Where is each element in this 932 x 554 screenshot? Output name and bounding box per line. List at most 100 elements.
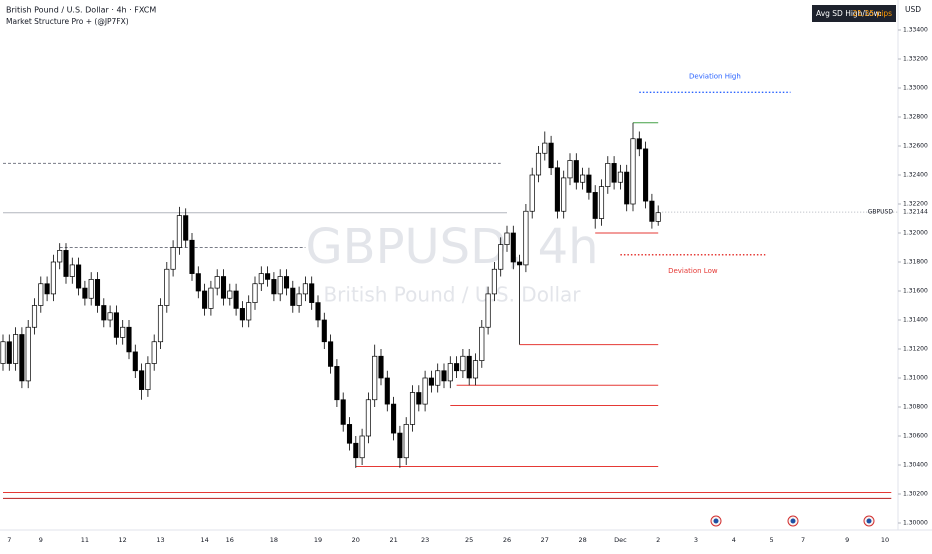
candle-body xyxy=(567,160,573,179)
info-value: 21.35 pips xyxy=(853,9,892,18)
candle-body xyxy=(636,138,642,150)
candle-body xyxy=(643,148,649,202)
x-tick-label: 13 xyxy=(156,536,164,544)
candle-body xyxy=(220,276,227,299)
candle-body xyxy=(378,355,384,379)
indicator-name: Market Structure Pro + (@JP7FX) xyxy=(6,17,129,26)
candle-body xyxy=(258,273,264,285)
y-tick-label: 1.31800 xyxy=(903,259,928,266)
candle-body xyxy=(472,360,479,379)
candle-body xyxy=(447,363,453,382)
x-tick-label: 19 xyxy=(314,536,322,544)
candle-body xyxy=(422,377,428,405)
y-tick-label: 1.33200 xyxy=(903,56,928,63)
candle-body xyxy=(0,341,6,364)
event-icons xyxy=(710,515,875,527)
y-tick-label: 1.32000 xyxy=(903,230,928,237)
candle-body xyxy=(157,305,164,343)
y-tick-label: 1.33400 xyxy=(903,27,928,34)
candle-body xyxy=(359,435,365,459)
candle-body xyxy=(277,276,283,295)
event-icon-dot xyxy=(713,518,719,524)
candle-body xyxy=(145,363,151,390)
candle-body xyxy=(202,290,208,309)
candle-body xyxy=(529,174,535,212)
x-tick-label: 26 xyxy=(503,536,511,544)
candle-body xyxy=(302,283,308,295)
y-tick-label: 1.31000 xyxy=(903,375,928,382)
candle-body xyxy=(460,355,466,372)
y-tick-label: 1.30400 xyxy=(903,462,928,469)
candle-body xyxy=(353,442,359,459)
candle-body xyxy=(535,152,542,176)
candle-body xyxy=(189,239,195,274)
candle-body xyxy=(479,326,485,361)
x-tick-label: 4 xyxy=(732,536,736,544)
candle-body xyxy=(132,351,138,372)
candle-body xyxy=(409,392,416,425)
x-tick-label: 9 xyxy=(845,536,849,544)
candle-body xyxy=(164,268,170,306)
candle-body xyxy=(315,302,321,321)
info-box xyxy=(812,5,896,22)
candle-body xyxy=(598,186,605,219)
candle-body xyxy=(252,283,258,303)
candle-body xyxy=(25,326,31,382)
candle-body xyxy=(126,326,132,353)
candle-body xyxy=(183,215,189,241)
x-tick-label: 20 xyxy=(352,536,360,544)
x-tick-label: 12 xyxy=(119,536,127,544)
candle-body xyxy=(542,142,548,154)
candle-body xyxy=(454,363,460,372)
x-tick-label: 27 xyxy=(541,536,549,544)
y-tick-label: 1.33000 xyxy=(903,85,928,92)
candle-body xyxy=(384,377,390,405)
candle-body xyxy=(649,200,655,222)
candle-body xyxy=(504,232,510,245)
candle-body xyxy=(466,355,472,379)
y-tick-label: 1.30800 xyxy=(903,404,928,411)
candle-body xyxy=(517,261,523,266)
y-tick-label: 1.31400 xyxy=(903,317,928,324)
x-tick-label: 16 xyxy=(226,536,234,544)
candle-body xyxy=(113,312,119,338)
candle-body xyxy=(76,264,82,289)
candle-body xyxy=(365,399,371,437)
candle-body xyxy=(491,268,497,295)
x-tick-label: 25 xyxy=(465,536,473,544)
y-tick-label: 1.32200 xyxy=(903,201,928,208)
candle-body xyxy=(321,319,327,343)
candle-body xyxy=(548,142,554,169)
candle-body xyxy=(38,283,44,306)
levels: Deviation High Deviation Low xyxy=(3,72,892,499)
x-tick-label: 7 xyxy=(801,536,805,544)
candle-body xyxy=(151,341,157,364)
y-tick-label: 1.30600 xyxy=(903,433,928,440)
last-price-label: 1.32144 xyxy=(903,209,928,216)
x-tick-label: 14 xyxy=(200,536,208,544)
x-tick-label: Dec xyxy=(614,536,627,544)
candle-body xyxy=(441,370,447,382)
candle-body xyxy=(239,308,245,321)
x-tick-label: 5 xyxy=(770,536,774,544)
x-tick-label: 10 xyxy=(881,536,889,544)
candle-body xyxy=(31,305,38,328)
info-label: Avg SD High/Low: xyxy=(816,9,882,18)
x-tick-label: 2 xyxy=(656,536,660,544)
candle-body xyxy=(403,424,409,459)
candle-body xyxy=(170,247,176,270)
level-label: Deviation High xyxy=(689,72,741,80)
event-icon-dot xyxy=(790,518,796,524)
candle-body xyxy=(416,392,422,405)
candle-body xyxy=(630,138,636,205)
candle-body xyxy=(391,403,397,434)
event-icon-dot xyxy=(866,518,872,524)
y-tick-label: 1.31600 xyxy=(903,288,928,295)
candle-body xyxy=(176,215,182,248)
chart-title: British Pound / U.S. Dollar · 4h · FXCM xyxy=(6,6,156,15)
watermark-name: British Pound / U.S. Dollar xyxy=(323,283,581,307)
axes: 1.30000 1.30200 1.30400 1.30600 1.30800 1.310… xyxy=(7,27,928,545)
